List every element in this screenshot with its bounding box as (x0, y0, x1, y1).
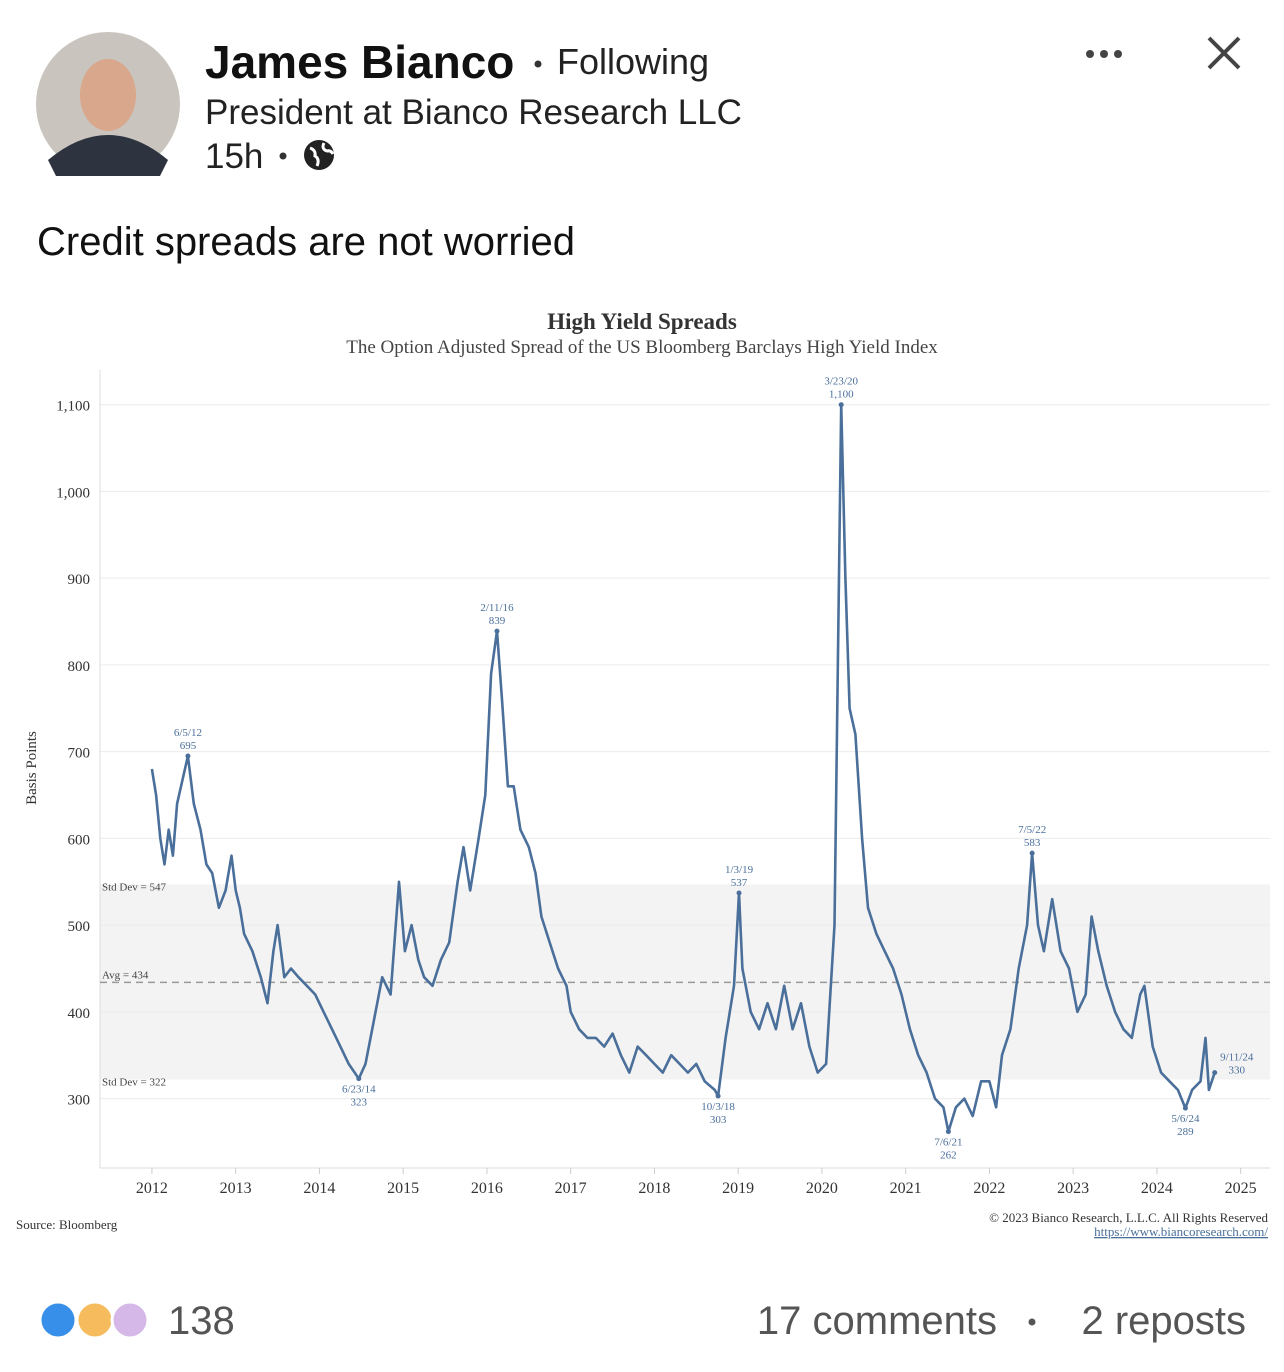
separator (279, 152, 287, 160)
x-tick-label: 2015 (387, 1180, 419, 1197)
y-tick-label: 800 (68, 659, 91, 675)
y-tick-label: 400 (68, 1006, 91, 1022)
source-note: Source: Bloomberg (16, 1217, 118, 1232)
y-axis-label: Basis Points (24, 731, 40, 805)
y-tick-label: 700 (68, 746, 91, 762)
copyright-note: © 2023 Bianco Research, L.L.C. All Right… (989, 1210, 1268, 1225)
post-time: 15h (205, 137, 263, 176)
close-button[interactable] (1207, 36, 1241, 70)
avatar-face (80, 59, 136, 131)
annotation-date: 5/6/24 (1171, 1113, 1200, 1125)
annotation-point (185, 753, 191, 759)
x-tick-label: 2012 (136, 1180, 168, 1197)
annotation-point (1029, 850, 1035, 856)
annotation-date: 2/11/16 (480, 602, 514, 614)
annotation-value: 289 (1177, 1126, 1194, 1138)
annotation-date: 7/6/21 (934, 1137, 962, 1149)
x-tick-label: 2025 (1225, 1180, 1257, 1197)
following-status[interactable]: Following (557, 41, 709, 82)
y-tick-label: 500 (68, 919, 91, 935)
annotation-value: 695 (180, 740, 197, 752)
chart: High Yield Spreads The Option Adjusted Sp… (16, 309, 1270, 1239)
annotation-date: 6/23/14 (342, 1084, 376, 1096)
author-name[interactable]: James Bianco (205, 36, 514, 88)
annotation-value: 537 (731, 877, 748, 889)
avatar-suit (48, 135, 168, 176)
annotation-date: 7/5/22 (1018, 824, 1046, 836)
reference-label: Std Dev = 547 (102, 881, 166, 893)
annotation-value: 303 (710, 1114, 727, 1126)
x-tick-label: 2019 (722, 1180, 754, 1197)
x-tick-label: 2020 (806, 1180, 838, 1197)
x-tick-label: 2014 (303, 1180, 335, 1197)
headline: President at Bianco Research LLC (205, 93, 742, 132)
annotation-date: 10/3/18 (701, 1101, 735, 1113)
y-tick-label: 600 (68, 832, 91, 848)
reaction-icons[interactable] (38, 1300, 150, 1340)
annotation-value: 839 (489, 615, 506, 627)
x-tick-label: 2022 (973, 1180, 1005, 1197)
x-tick-label: 2016 (471, 1180, 503, 1197)
annotation-value: 330 (1228, 1065, 1245, 1077)
y-tick-label: 300 (68, 1093, 91, 1109)
separator (534, 60, 542, 68)
annotation-point (494, 628, 500, 634)
annotation-value: 323 (351, 1097, 368, 1109)
x-tick-label: 2021 (890, 1180, 922, 1197)
annotation-date: 3/23/20 (824, 376, 858, 388)
annotation-point (715, 1093, 721, 1099)
annotation-value: 583 (1024, 837, 1041, 849)
annotation-point (1182, 1105, 1188, 1111)
chart-title: High Yield Spreads (547, 309, 737, 334)
annotation-point (945, 1129, 951, 1135)
annotation-date: 9/11/24 (1220, 1052, 1254, 1064)
comments-count[interactable]: 17 comments (757, 1299, 997, 1343)
chart-subtitle: The Option Adjusted Spread of the US Blo… (346, 337, 938, 358)
x-tick-label: 2017 (555, 1180, 587, 1197)
annotation-point (1212, 1070, 1218, 1076)
annotation-date: 6/5/12 (174, 727, 202, 739)
annotation-point (356, 1076, 362, 1082)
x-tick-label: 2024 (1141, 1180, 1173, 1197)
reference-label: Std Dev = 322 (102, 1077, 166, 1089)
separator (1028, 1318, 1036, 1326)
std-dev-band (100, 884, 1270, 1080)
annotation-point (838, 402, 844, 408)
globe-icon (304, 140, 335, 170)
annotation-point (736, 890, 742, 896)
annotation-value: 262 (940, 1150, 957, 1162)
x-tick-label: 2018 (638, 1180, 670, 1197)
post-text: Credit spreads are not worried (37, 220, 575, 264)
x-tick-label: 2013 (220, 1180, 252, 1197)
more-button[interactable] (1086, 50, 1122, 58)
spread-line (150, 403, 1216, 1133)
source-url[interactable]: https://www.biancoresearch.com/ (1094, 1224, 1268, 1239)
reaction-count[interactable]: 138 (168, 1299, 235, 1343)
reposts-count[interactable]: 2 reposts (1081, 1299, 1246, 1343)
y-tick-label: 1,000 (56, 485, 90, 501)
reference-label: Avg = 434 (102, 969, 149, 981)
x-tick-label: 2023 (1057, 1180, 1089, 1197)
annotation-value: 1,100 (829, 389, 854, 401)
annotation-date: 1/3/19 (725, 864, 754, 876)
y-tick-label: 900 (68, 572, 91, 588)
y-tick-label: 1,100 (56, 399, 90, 415)
